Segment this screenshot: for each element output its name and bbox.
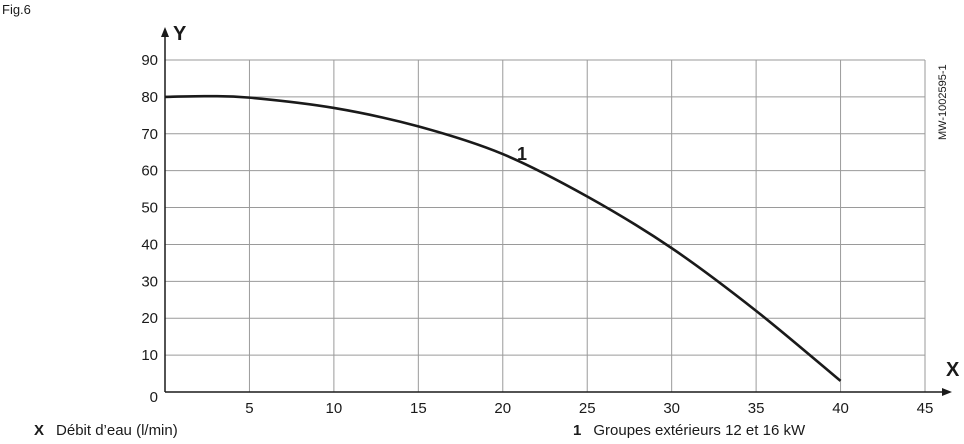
x-axis-arrow <box>942 388 952 396</box>
x-tick-label: 20 <box>494 400 511 417</box>
y-tick-label: 20 <box>141 310 158 327</box>
legend-x: X Débit d’eau (l/min) <box>34 422 178 439</box>
x-axis-letter: X <box>946 359 960 381</box>
y-tick-label: 0 <box>150 389 158 406</box>
curve-label-1: 1 <box>517 144 527 164</box>
y-tick-label: 50 <box>141 200 158 217</box>
y-tick-label: 60 <box>141 163 158 180</box>
curve-group <box>164 94 842 382</box>
grid-lines <box>165 59 926 392</box>
x-tick-label: 5 <box>245 400 253 417</box>
x-tick-label: 25 <box>579 400 596 417</box>
y-tick-label: 70 <box>141 126 158 143</box>
legend-1: 1 Groupes extérieurs 12 et 16 kW <box>573 422 805 439</box>
x-tick-label: 30 <box>663 400 680 417</box>
figure-label: Fig.6 <box>2 2 31 17</box>
y-tick-label: 80 <box>141 89 158 106</box>
y-axis-letter: Y <box>173 23 187 45</box>
legend-1-text: Groupes extérieurs 12 et 16 kW <box>593 422 806 439</box>
y-tick-label: 90 <box>141 52 158 69</box>
x-tick-label: 10 <box>326 400 343 417</box>
x-tick-labels: 5 10 15 20 25 30 35 40 45 <box>245 400 933 417</box>
legend-1-key: 1 <box>573 422 582 439</box>
axes <box>161 27 952 396</box>
legend-x-key: X <box>34 422 45 439</box>
y-tick-label: 40 <box>141 236 158 253</box>
document-code: MW-1002595-1 <box>937 64 949 140</box>
x-tick-label: 45 <box>917 400 934 417</box>
legend-x-text: Débit d’eau (l/min) <box>56 422 178 439</box>
x-tick-label: 40 <box>832 400 849 417</box>
x-tick-label: 15 <box>410 400 427 417</box>
y-axis-arrow <box>161 27 169 37</box>
y-tick-labels: 0 10 20 30 40 50 60 70 80 90 <box>141 52 158 406</box>
y-tick-label: 30 <box>141 273 158 290</box>
series-line-1 <box>164 94 842 382</box>
y-tick-label: 10 <box>141 347 158 364</box>
x-tick-label: 35 <box>748 400 765 417</box>
